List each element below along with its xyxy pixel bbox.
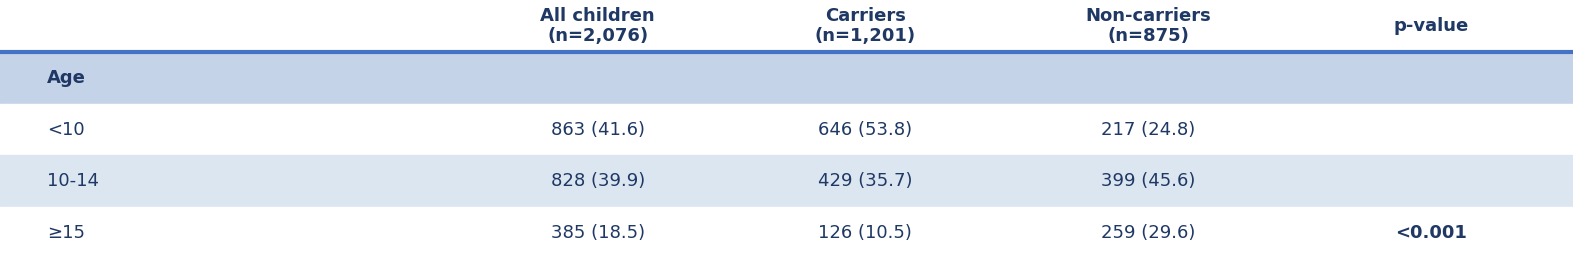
Text: Age: Age (47, 69, 87, 87)
Text: <10: <10 (47, 120, 85, 139)
Text: 828 (39.9): 828 (39.9) (551, 172, 645, 190)
Text: Carriers
(n=1,201): Carriers (n=1,201) (815, 6, 915, 45)
Bar (0, 155, 1573, 207)
Text: 646 (53.8): 646 (53.8) (818, 120, 912, 139)
Text: 126 (10.5): 126 (10.5) (818, 224, 912, 242)
Text: All children
(n=2,076): All children (n=2,076) (541, 6, 654, 45)
Text: 385 (18.5): 385 (18.5) (551, 224, 645, 242)
Text: 259 (29.6): 259 (29.6) (1101, 224, 1195, 242)
Text: p-value: p-value (1394, 17, 1469, 35)
Text: 399 (45.6): 399 (45.6) (1101, 172, 1195, 190)
Bar (0, 104, 1573, 155)
Text: 217 (24.8): 217 (24.8) (1101, 120, 1195, 139)
Bar (0, 52, 1573, 104)
Text: 863 (41.6): 863 (41.6) (551, 120, 645, 139)
Text: Non-carriers
(n=875): Non-carriers (n=875) (1085, 6, 1211, 45)
Text: 10-14: 10-14 (47, 172, 99, 190)
Bar (0, 207, 1573, 259)
Bar (0, 0, 1573, 52)
Text: 429 (35.7): 429 (35.7) (818, 172, 912, 190)
Text: ≥15: ≥15 (47, 224, 85, 242)
Text: <0.001: <0.001 (1395, 224, 1468, 242)
